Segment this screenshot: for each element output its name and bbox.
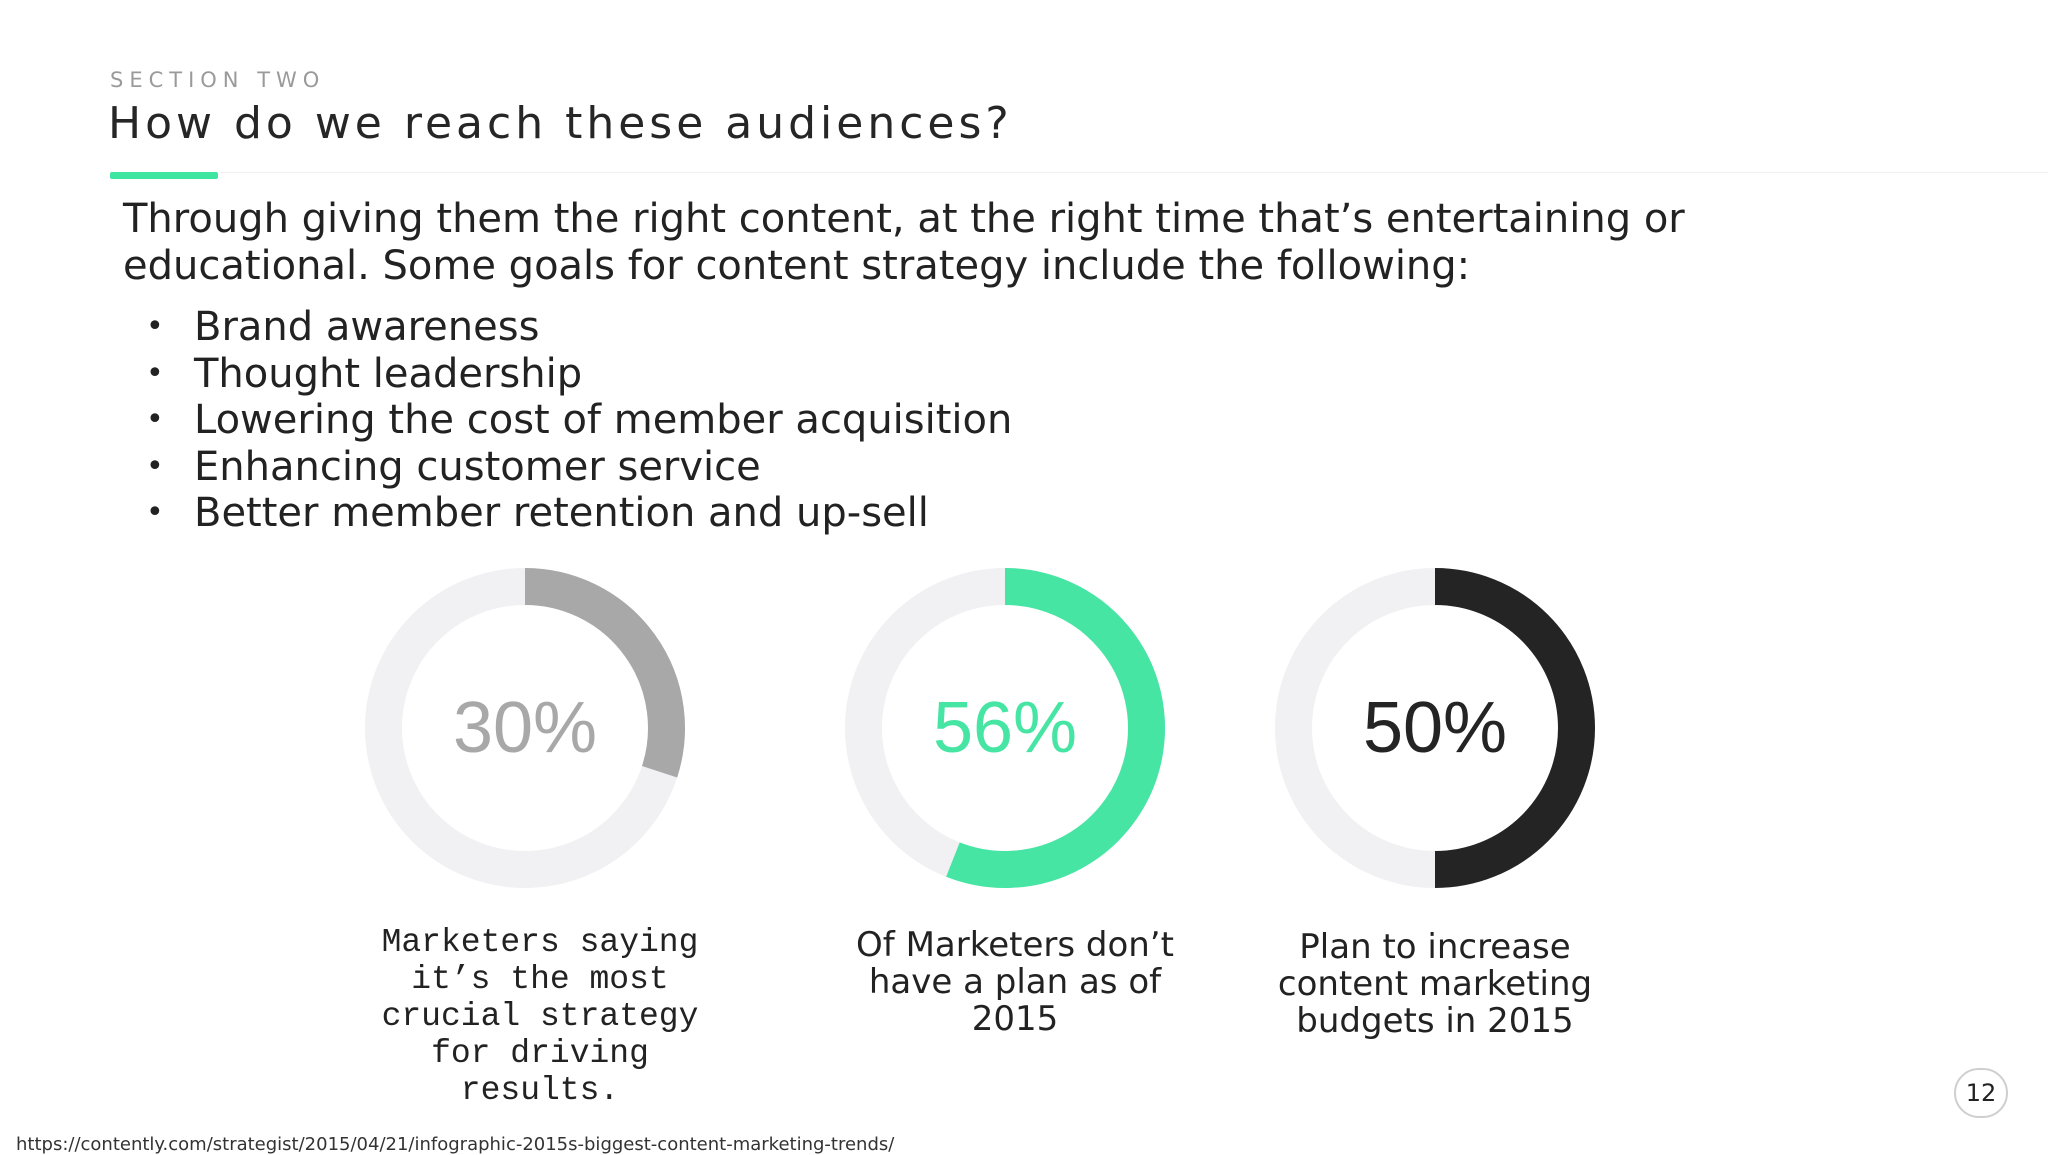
stat-caption-1: Marketers saying it’s the most crucial s… [340,924,740,1109]
caption-line: budgets in 2015 [1296,1001,1574,1041]
stat-value-3: 50% [1362,688,1508,768]
stat-caption-3: Plan to increase content marketing budge… [1235,929,1635,1040]
intro-line-2: educational. Some goals for content stra… [123,243,1471,289]
stat-caption-2: Of Marketers don’t have a plan as of 201… [815,927,1215,1038]
bullet-icon: • [146,448,164,484]
caption-line: results. [460,1072,620,1109]
caption-line: it’s the most [411,961,669,998]
slide-title: How do we reach these audiences? [108,98,1013,149]
source-link[interactable]: https://contently.com/strategist/2015/04… [16,1134,895,1155]
stat-value-2: 56% [932,688,1078,768]
donut-chart-2 [845,568,1165,888]
caption-line: Of Marketers don’t [856,925,1174,965]
stat-donut-2: 56% [844,567,1166,889]
caption-line: have a plan as of [868,962,1162,1002]
stat-donut-3: 50% [1274,567,1596,889]
goal-label: Brand awareness [194,304,540,350]
bullet-icon: • [146,309,164,344]
intro-text: Through giving them the right content, a… [123,196,1723,290]
page-number: 12 [1954,1068,2008,1118]
donut-arc [1434,568,1595,888]
donut-chart-3 [1275,568,1595,888]
bullet-icon: • [146,355,164,391]
caption-line: Marketers saying [381,924,699,961]
goal-item: • Thought leadership [140,351,1012,398]
stat-value-1: 30% [452,688,598,768]
goal-label: Better member retention and up-sell [194,490,929,536]
goal-item: • Enhancing customer service [140,444,1012,491]
bullet-icon: • [146,495,164,530]
donut-arc [524,568,685,778]
title-underline [110,172,218,179]
goal-label: Lowering the cost of member acquisition [194,397,1013,443]
caption-line: crucial strategy [381,998,699,1035]
caption-line: 2015 [971,999,1059,1039]
goal-label: Thought leadership [194,350,583,397]
goal-item: • Brand awareness [140,304,1012,351]
intro-line-1: Through giving them the right content, a… [123,196,1685,242]
donut-chart-1 [365,568,685,888]
section-label: SECTION TWO [110,68,326,92]
caption-line: Plan to increase [1299,927,1571,967]
goal-item: • Lowering the cost of member acquisition [140,397,1012,444]
bullet-icon: • [146,402,164,437]
caption-line: content marketing [1277,964,1593,1004]
header-divider [220,172,2048,173]
goal-list: • Brand awareness • Thought leadership • Lo… [140,304,1012,537]
donut-arc [946,568,1165,888]
goal-label: Enhancing customer service [194,443,761,490]
stat-donut-1: 30% [364,567,686,889]
goal-item: • Better member retention and up-sell [140,490,1012,537]
caption-line: for driving [431,1035,649,1072]
